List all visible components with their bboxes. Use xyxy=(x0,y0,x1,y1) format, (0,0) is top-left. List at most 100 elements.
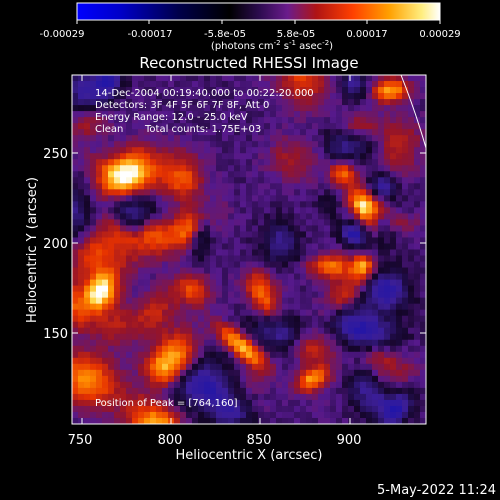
heatmap-cell xyxy=(180,363,187,371)
heatmap-cell xyxy=(138,87,145,94)
heatmap-cell xyxy=(126,315,133,323)
heatmap-cell xyxy=(336,207,343,214)
heatmap-cell xyxy=(132,333,139,341)
heatmap-cell xyxy=(312,417,319,424)
heatmap-cell xyxy=(318,75,325,82)
heatmap-cell xyxy=(186,381,193,389)
heatmap-cell xyxy=(318,189,325,196)
heatmap-cell xyxy=(366,249,373,256)
heatmap-cell xyxy=(420,285,426,293)
heatmap-cell xyxy=(162,99,169,106)
heatmap-cell xyxy=(162,351,169,359)
heatmap-cell xyxy=(114,195,121,202)
heatmap-cell xyxy=(312,147,319,154)
heatmap-cell xyxy=(414,195,421,202)
heatmap-cell xyxy=(342,393,349,401)
heatmap-cell xyxy=(72,393,79,401)
heatmap-cell xyxy=(276,273,283,280)
heatmap-cell xyxy=(132,345,139,353)
heatmap-cell xyxy=(198,165,205,172)
heatmap-cell xyxy=(192,315,199,323)
heatmap-cell xyxy=(168,243,175,250)
heatmap-cell xyxy=(138,201,145,208)
heatmap-cell xyxy=(390,321,397,329)
heatmap-cell xyxy=(240,267,247,274)
heatmap-cell xyxy=(114,243,121,250)
heatmap-cell xyxy=(150,273,157,280)
heatmap-cell xyxy=(102,225,109,232)
heatmap-cell xyxy=(378,201,385,208)
heatmap-cell xyxy=(318,219,325,226)
heatmap-cell xyxy=(96,267,103,274)
heatmap-cell xyxy=(168,255,175,262)
heatmap-cell xyxy=(156,285,163,293)
heatmap-cell xyxy=(210,123,217,130)
heatmap-cell xyxy=(396,339,403,347)
heatmap-cell xyxy=(84,159,91,166)
heatmap-cell xyxy=(336,81,343,88)
heatmap-cell xyxy=(402,387,409,395)
heatmap-cell xyxy=(192,393,199,401)
heatmap-cell xyxy=(156,321,163,329)
heatmap-cell xyxy=(252,285,259,293)
heatmap-cell xyxy=(348,417,355,424)
heatmap-cell xyxy=(396,255,403,262)
heatmap-cell xyxy=(120,309,127,317)
heatmap-cell xyxy=(264,207,271,214)
heatmap-cell xyxy=(108,327,115,335)
heatmap-cell xyxy=(96,411,103,419)
heatmap-cell xyxy=(234,297,241,305)
heatmap-cell xyxy=(156,135,163,142)
heatmap-cell xyxy=(366,309,373,317)
heatmap-cell xyxy=(264,201,271,208)
heatmap-cell xyxy=(138,249,145,256)
heatmap-cell xyxy=(222,291,229,299)
heatmap-cell xyxy=(348,81,355,88)
heatmap-cell xyxy=(210,183,217,190)
heatmap-cell xyxy=(222,129,229,136)
heatmap-cell xyxy=(192,237,199,244)
heatmap-cell xyxy=(264,159,271,166)
heatmap-cell xyxy=(288,405,295,413)
heatmap-cell xyxy=(210,201,217,208)
colorbar-tick-label: -0.00017 xyxy=(128,29,173,40)
heatmap-cell xyxy=(300,411,307,419)
heatmap-cell xyxy=(348,375,355,383)
heatmap-cell xyxy=(96,381,103,389)
heatmap-cell xyxy=(300,75,307,82)
heatmap-cell xyxy=(252,339,259,347)
heatmap-cell xyxy=(300,111,307,118)
heatmap-cell xyxy=(240,345,247,353)
heatmap-cell xyxy=(336,273,343,280)
heatmap-cell xyxy=(72,351,79,359)
heatmap-cell xyxy=(222,303,229,311)
heatmap-cell xyxy=(228,411,235,419)
heatmap-cell xyxy=(222,219,229,226)
heatmap-cell xyxy=(282,75,289,82)
heatmap-cell xyxy=(330,381,337,389)
heatmap-cell xyxy=(228,111,235,118)
heatmap-cell xyxy=(222,357,229,365)
heatmap-cell xyxy=(102,303,109,311)
heatmap-cell xyxy=(168,105,175,112)
heatmap-cell xyxy=(234,327,241,335)
heatmap-cell xyxy=(372,333,379,341)
heatmap-cell xyxy=(294,117,301,124)
heatmap-cell xyxy=(198,381,205,389)
heatmap-cell xyxy=(282,81,289,88)
heatmap-cell xyxy=(324,237,331,244)
heatmap-cell xyxy=(192,327,199,335)
heatmap-cell xyxy=(222,381,229,389)
heatmap-cell xyxy=(336,177,343,184)
heatmap-cell xyxy=(108,123,115,130)
heatmap-cell xyxy=(348,183,355,190)
heatmap-cell xyxy=(360,231,367,238)
heatmap-cell xyxy=(318,225,325,232)
heatmap-cell xyxy=(192,333,199,341)
heatmap-cell xyxy=(228,165,235,172)
heatmap-cell xyxy=(120,249,127,256)
heatmap-cell xyxy=(276,381,283,389)
heatmap-cell xyxy=(210,75,217,82)
heatmap-cell xyxy=(324,189,331,196)
heatmap-cell xyxy=(414,375,421,383)
